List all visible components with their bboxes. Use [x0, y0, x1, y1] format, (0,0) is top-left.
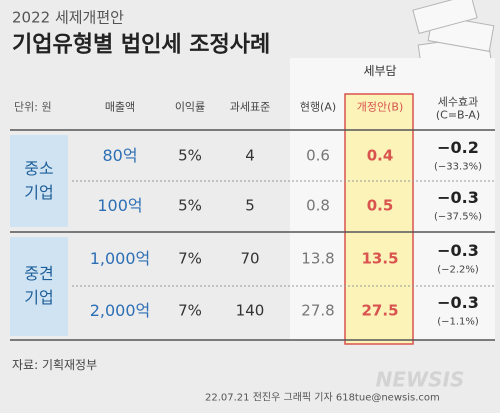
- revised-cell: 13.5: [361, 249, 399, 268]
- unit-label: 단위: 원: [14, 100, 52, 114]
- revised-cell: 27.5: [361, 301, 399, 320]
- column-header: 이익률: [174, 100, 206, 114]
- column-header: 세수효과: [437, 95, 479, 109]
- tax-base-cell: 4: [245, 146, 255, 165]
- group-header: 세부담: [363, 64, 397, 79]
- effect-pct-cell: (−2.2%): [437, 264, 479, 276]
- group-label: 중견: [24, 263, 54, 283]
- tax-base-cell: 140: [235, 301, 265, 320]
- margin-cell: 5%: [178, 196, 202, 215]
- tax-base-cell: 5: [245, 196, 255, 215]
- group-label: 중소: [24, 158, 54, 178]
- title: 기업유형별 법인세 조정사례: [12, 32, 271, 58]
- revised-cell: 0.4: [366, 146, 394, 165]
- column-header: 현행(A): [299, 100, 337, 114]
- current-cell: 13.8: [301, 249, 335, 268]
- sales-cell: 2,000억: [89, 300, 151, 320]
- column-header: 과세표준: [229, 100, 271, 114]
- subtitle: 2022 세제개편안: [12, 8, 124, 27]
- effect-cell: −0.2: [437, 137, 479, 157]
- group-label: 기업: [24, 287, 54, 307]
- margin-cell: 7%: [178, 249, 202, 268]
- current-cell: 0.8: [306, 196, 330, 215]
- group-label: 기업: [24, 182, 54, 202]
- current-cell: 0.6: [306, 146, 330, 165]
- margin-cell: 7%: [178, 301, 202, 320]
- sales-cell: 100억: [97, 195, 143, 215]
- sales-cell: 1,000억: [89, 248, 151, 268]
- watermark: NEWSIS: [375, 367, 465, 392]
- sales-cell: 80억: [102, 145, 138, 165]
- effect-cell: −0.3: [437, 187, 479, 207]
- effect-pct-cell: (−37.5%): [434, 211, 482, 223]
- column-header: 개정안(B): [356, 100, 404, 114]
- revised-highlight: [344, 93, 414, 345]
- column-header: 매출액: [104, 100, 136, 114]
- effect-cell: −0.3: [437, 240, 479, 260]
- credit: 22.07.21 전진우 그래픽 기자 618tue@newsis.com: [205, 392, 440, 404]
- group-box: [10, 135, 68, 227]
- source: 자료: 기획재정부: [12, 358, 98, 373]
- current-cell: 27.8: [301, 301, 335, 320]
- revised-cell: 0.5: [366, 196, 394, 215]
- column-header: (C=B-A): [435, 108, 481, 122]
- margin-cell: 5%: [178, 146, 202, 165]
- effect-cell: −0.3: [437, 292, 479, 312]
- effect-pct-cell: (−1.1%): [437, 316, 479, 328]
- tax-base-cell: 70: [240, 249, 260, 268]
- effect-pct-cell: (−33.3%): [434, 161, 482, 173]
- group-box: [10, 237, 68, 336]
